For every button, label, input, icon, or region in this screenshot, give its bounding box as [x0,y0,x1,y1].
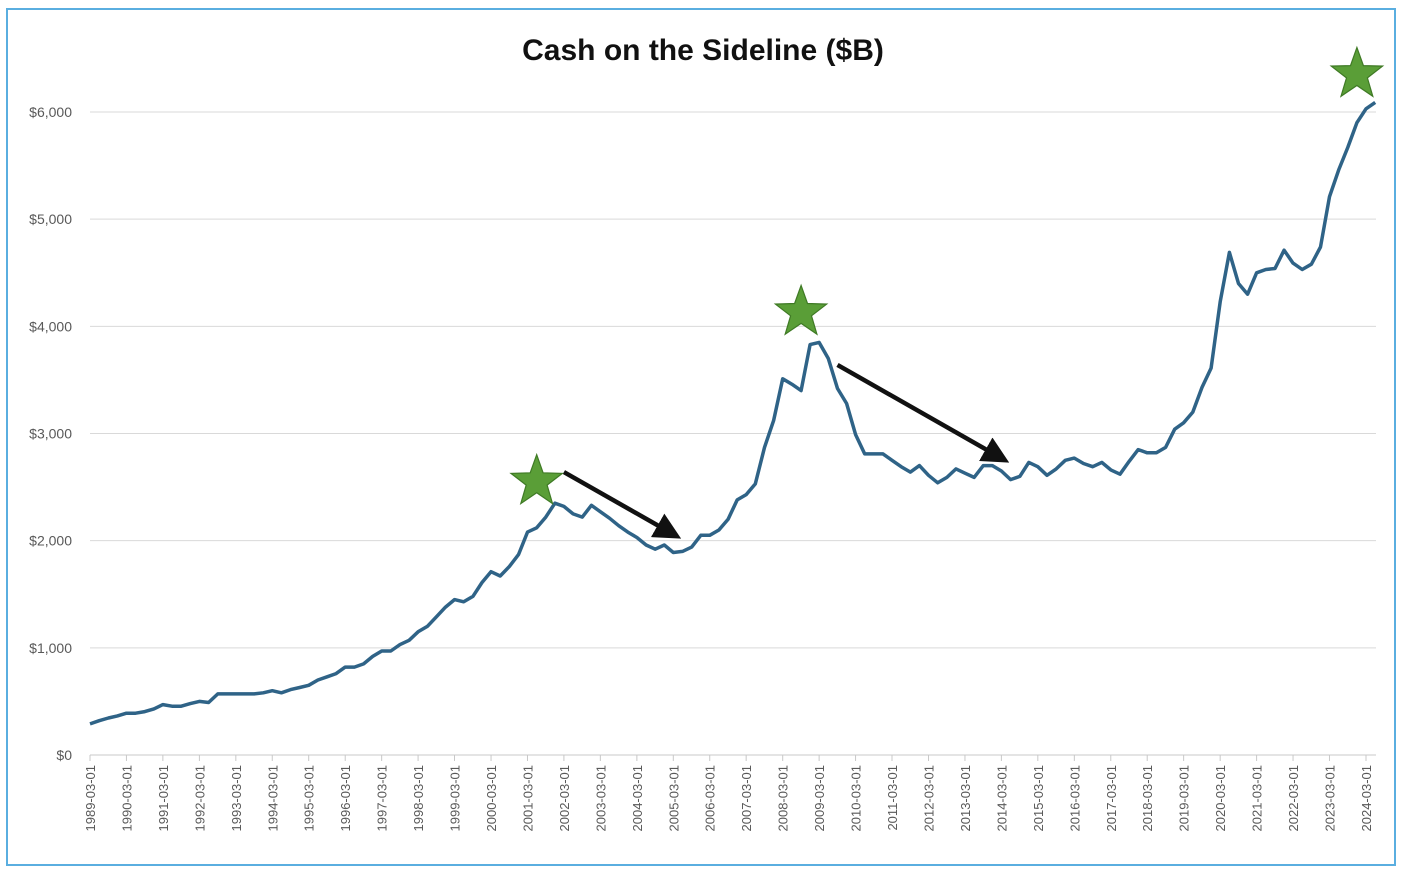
annotations [509,45,1385,539]
star-icon [1329,45,1385,98]
x-tick-label: 2005-03-01 [666,765,681,832]
trend-arrow [562,470,682,539]
chart-svg: Cash on the Sideline ($B) $0 $1,000 $2,000… [29,34,1385,832]
chart-title: Cash on the Sideline ($B) [522,34,884,67]
chart-frame: Cash on the Sideline ($B) $0 $1,000 $2,000… [6,8,1396,866]
x-tick-label: 1992-03-01 [192,765,207,832]
x-tick-label: 2004-03-01 [630,765,645,832]
x-tick-label: 2015-03-01 [1031,765,1046,832]
star-icon [509,452,564,506]
y-tick-label: $0 [56,747,72,763]
x-tick-label: 2000-03-01 [484,765,499,832]
x-tick-label: 2024-03-01 [1359,765,1374,832]
x-tick-label: 1991-03-01 [156,765,171,832]
x-tick-label: 1997-03-01 [375,765,390,832]
gridlines [90,111,1376,756]
x-axis: 1989-03-01 1990-03-01 1991-03-01 1992-03-01… [83,755,1374,832]
y-tick-label: $4,000 [29,318,72,334]
trend-arrow [836,362,1010,463]
series-group [89,100,1377,726]
x-tick-label: 2003-03-01 [593,765,608,832]
y-axis-ticks: $0 $1,000 $2,000 $3,000 $4,000 $5,000 $6,000 [29,104,72,763]
x-tick-label: 2014-03-01 [994,765,1009,832]
x-tick-label: 2023-03-01 [1322,765,1337,832]
x-tick-label: 2011-03-01 [885,765,900,831]
x-tick-label: 2006-03-01 [703,765,718,832]
x-tick-label: 2020-03-01 [1213,765,1228,832]
x-tick-label: 2008-03-01 [776,765,791,832]
y-tick-label: $2,000 [29,533,72,549]
x-tick-label: 1990-03-01 [119,765,134,832]
x-tick-label: 2009-03-01 [812,765,827,832]
y-tick-label: $1,000 [29,640,72,656]
x-tick-label: 2016-03-01 [1067,765,1082,832]
x-tick-label: 2018-03-01 [1140,765,1155,832]
x-tick-label: 2002-03-01 [557,765,572,832]
x-tick-label: 1995-03-01 [302,765,317,832]
x-tick-label: 1994-03-01 [265,765,280,832]
x-tick-label: 2010-03-01 [849,765,864,832]
star-icon [773,283,829,336]
x-tick-label: 2019-03-01 [1177,765,1192,832]
y-tick-label: $3,000 [29,426,72,442]
x-tick-label: 1993-03-01 [229,765,244,832]
x-tick-label: 1989-03-01 [83,765,98,832]
x-tick-label: 2007-03-01 [739,765,754,832]
y-tick-label: $5,000 [29,211,72,227]
x-tick-label: 2017-03-01 [1104,765,1119,832]
x-tick-label: 2022-03-01 [1286,765,1301,832]
x-tick-label: 2001-03-01 [520,765,535,832]
x-tick-label: 1999-03-01 [448,765,463,832]
series-line [89,100,1377,726]
x-tick-label: 2013-03-01 [958,765,973,832]
y-tick-label: $6,000 [29,104,72,120]
x-tick-label: 2021-03-01 [1250,765,1265,832]
x-tick-label: 1998-03-01 [411,765,426,832]
x-tick-label: 1996-03-01 [338,765,353,832]
x-tick-label: 2012-03-01 [922,765,937,832]
